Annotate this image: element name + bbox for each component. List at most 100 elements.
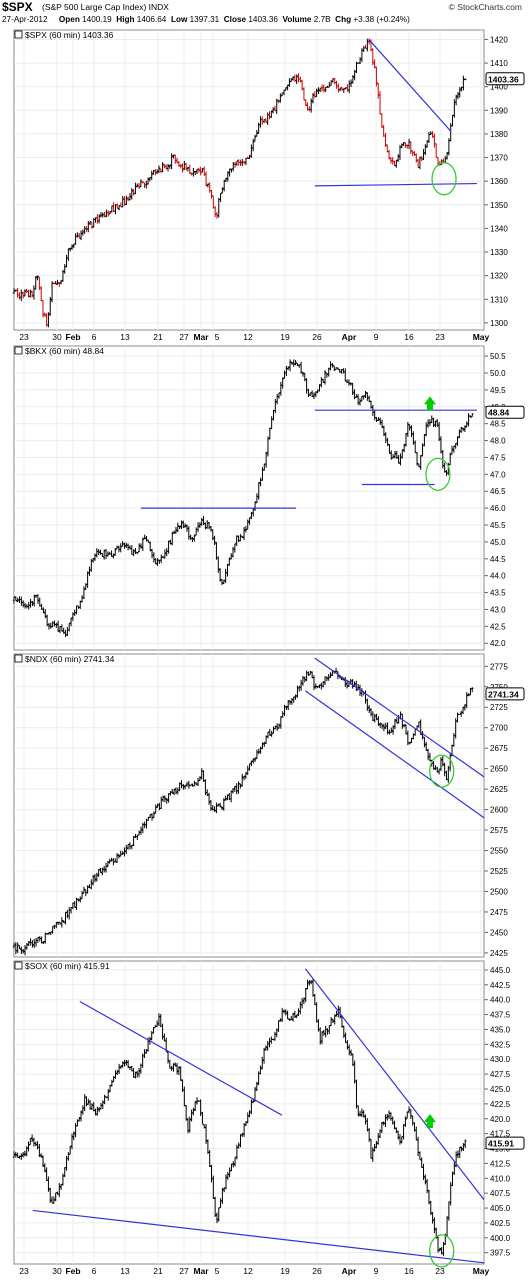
y-tick-label: 1330: [490, 248, 508, 257]
last-price-box: [485, 405, 525, 419]
y-tick-label: 43.5: [490, 589, 506, 598]
y-tick-label: 1360: [490, 177, 508, 186]
highlight-circle: [431, 162, 457, 196]
plot-area: [13, 653, 485, 958]
y-tick-label: 400.0: [490, 1234, 511, 1243]
x-tick-label: 16: [404, 332, 414, 342]
y-tick-label: 430.0: [490, 1055, 511, 1064]
y-tick-label: 435.0: [490, 1025, 511, 1034]
x-tick-label: 23: [19, 1266, 29, 1276]
panel-title: $SPX (60 min) 1403.36: [25, 30, 114, 40]
x-tick-label: Apr: [342, 332, 357, 342]
x-tick-label: 21: [153, 1266, 163, 1276]
trendline: [304, 968, 485, 1201]
y-tick-label: 48.5: [490, 420, 506, 429]
chg-value: +3.38 (+0.24%): [353, 15, 410, 24]
low-label: Low: [170, 15, 188, 24]
x-tick-label: 30: [52, 1266, 62, 1276]
chart-panel-3: 2775 2750 2725 2700 2675 2650 2625 2600 2575 2550…: [12, 653, 525, 958]
x-tick-label: 12: [243, 1266, 253, 1276]
highlight-circle: [429, 754, 455, 788]
y-tick-label: 46.0: [490, 504, 506, 513]
trendline: [368, 39, 452, 132]
y-tick-label: 50.5: [490, 352, 506, 361]
x-tick-label: May: [473, 1266, 490, 1276]
x-tick-label: 19: [280, 332, 290, 342]
last-price-label: 415.91: [488, 1139, 514, 1149]
x-tick-label: 23: [435, 332, 445, 342]
y-tick-label: 2550: [490, 847, 508, 856]
y-tick-label: 405.0: [490, 1204, 511, 1213]
trendline: [79, 1000, 283, 1116]
last-price-label: 2741.34: [488, 689, 519, 699]
trendline: [305, 690, 485, 819]
y-tick-label: 1310: [490, 295, 508, 304]
y-tick-label: 2675: [490, 744, 508, 753]
y-tick-label: 2725: [490, 703, 508, 712]
y-tick-label: 412.5: [490, 1159, 511, 1168]
y-tick-label: 1380: [490, 130, 508, 139]
chart-panel-4: 445.0 442.5 440.0 437.5 435.0 432.5 430.0 427.5…: [12, 960, 525, 1276]
symbol-name: (S&P 500 Large Cap Index) INDX: [42, 2, 169, 12]
y-tick-label: 49.5: [490, 386, 506, 395]
y-tick-label: 422.5: [490, 1100, 511, 1109]
y-tick-label: 410.0: [490, 1174, 511, 1183]
y-tick-label: 2475: [490, 908, 508, 917]
y-tick-label: 1370: [490, 154, 508, 163]
y-tick-label: 43.0: [490, 605, 506, 614]
x-tick-label: 9: [374, 332, 379, 342]
highlight-circle: [425, 457, 451, 492]
x-tick-label: May: [473, 332, 490, 342]
y-tick-label: 2500: [490, 887, 508, 896]
y-tick-label: 1340: [490, 224, 508, 233]
arrow-up-icon: [423, 1114, 436, 1129]
y-tick-label: 1410: [490, 59, 508, 68]
panel-title: $SOX (60 min) 415.91: [25, 961, 110, 971]
trendline: [314, 182, 477, 187]
y-tick-label: 437.5: [490, 1011, 511, 1020]
x-tick-label: 26: [312, 332, 322, 342]
x-tick-label: 13: [120, 332, 130, 342]
y-tick-label: 47.0: [490, 470, 506, 479]
y-tick-label: 427.5: [490, 1070, 511, 1079]
symbol-title: $SPX: [2, 0, 33, 14]
x-tick-label: 30: [52, 332, 62, 342]
y-tick-label: 417.5: [490, 1130, 511, 1139]
price-bars: [12, 359, 474, 638]
x-tick-label: 5: [215, 332, 220, 342]
x-tick-label: 27: [179, 332, 189, 342]
y-tick-label: 432.5: [490, 1040, 511, 1049]
chart-panel-2: 50.550.049.549.048.548.047.547.046.546.0…: [12, 345, 525, 651]
y-tick-label: 1390: [490, 106, 508, 115]
y-tick-label: 425.0: [490, 1085, 511, 1094]
y-tick-label: 420.0: [490, 1115, 511, 1124]
trendline: [32, 1209, 485, 1264]
x-tick-label: 5: [215, 1266, 220, 1276]
high-label: High: [116, 15, 135, 24]
y-tick-label: 48.0: [490, 437, 506, 446]
chg-label: Chg: [335, 15, 352, 24]
quote-line: 27-Apr-2012 Open 1400.19 High 1406.64 Lo…: [2, 15, 410, 24]
low-value: 1397.31: [189, 15, 220, 24]
y-tick-label: 1320: [490, 272, 508, 281]
y-tick-label: 44.5: [490, 555, 506, 564]
x-tick-label: 27: [179, 1266, 189, 1276]
y-tick-label: 45.0: [490, 538, 506, 547]
y-tick-label: 42.5: [490, 622, 506, 631]
y-tick-label: 2700: [490, 724, 508, 733]
x-tick-label: 23: [435, 1266, 445, 1276]
x-tick-label: 9: [374, 1266, 379, 1276]
plot-area: [13, 960, 485, 1265]
volume-label: Volume: [282, 15, 312, 24]
y-tick-label: 2450: [490, 928, 508, 937]
x-tick-label: 6: [92, 332, 97, 342]
y-tick-label: 2575: [490, 826, 508, 835]
y-tick-label: 2650: [490, 765, 508, 774]
y-tick-label: 1400: [490, 83, 508, 92]
price-bars: [12, 38, 467, 328]
quote-date: 27-Apr-2012: [2, 15, 48, 24]
close-value: 1403.36: [248, 15, 278, 24]
x-tick-label: 16: [404, 1266, 414, 1276]
y-tick-label: 2525: [490, 867, 508, 876]
